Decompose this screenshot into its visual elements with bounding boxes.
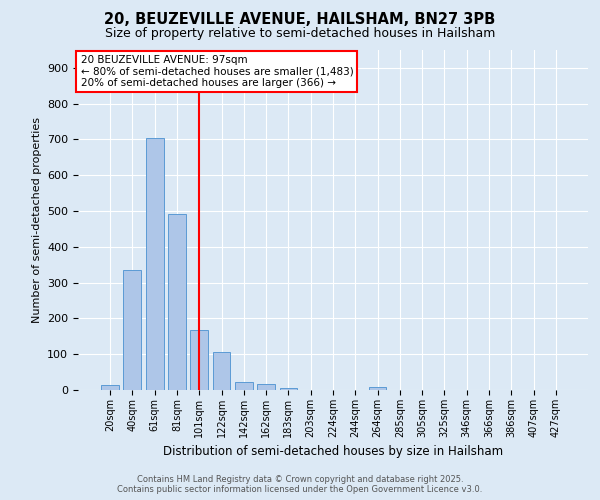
Bar	[146, 138, 164, 390]
Bar	[168, 214, 186, 390]
Bar	[101, 386, 119, 390]
Bar	[190, 330, 208, 390]
Bar	[257, 384, 275, 390]
Text: Size of property relative to semi-detached houses in Hailsham: Size of property relative to semi-detach…	[105, 28, 495, 40]
Text: Contains HM Land Registry data © Crown copyright and database right 2025.
Contai: Contains HM Land Registry data © Crown c…	[118, 474, 482, 494]
Bar	[212, 352, 230, 390]
Bar	[235, 382, 253, 390]
Bar	[368, 387, 386, 390]
Text: 20 BEUZEVILLE AVENUE: 97sqm
← 80% of semi-detached houses are smaller (1,483)
20: 20 BEUZEVILLE AVENUE: 97sqm ← 80% of sem…	[80, 55, 353, 88]
X-axis label: Distribution of semi-detached houses by size in Hailsham: Distribution of semi-detached houses by …	[163, 446, 503, 458]
Bar	[280, 388, 298, 390]
Text: 20, BEUZEVILLE AVENUE, HAILSHAM, BN27 3PB: 20, BEUZEVILLE AVENUE, HAILSHAM, BN27 3P…	[104, 12, 496, 28]
Bar	[124, 270, 142, 390]
Y-axis label: Number of semi-detached properties: Number of semi-detached properties	[32, 117, 41, 323]
